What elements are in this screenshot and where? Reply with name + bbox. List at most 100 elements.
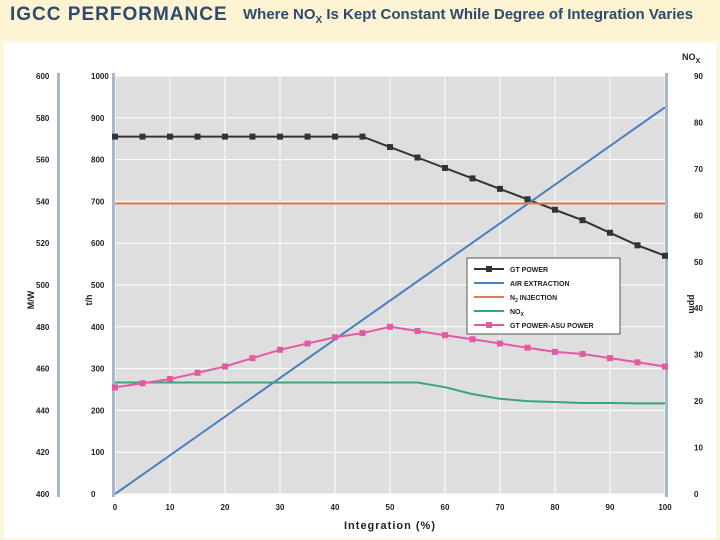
mw-tick-label: 560: [36, 156, 50, 165]
th-axis-bar: [112, 73, 115, 497]
data-point-gt-power-asu-power: [579, 350, 586, 357]
th-tick-label: 900: [91, 114, 105, 123]
mw-tick-labels: 400 420 440 460 480 500 520 540 560 580 600: [36, 72, 50, 499]
data-point-gt-power-asu-power: [222, 363, 228, 370]
ppm-tick-label: 40: [694, 304, 703, 313]
data-point-gt-power: [167, 133, 173, 140]
data-point-gt-power-asu-power: [607, 355, 613, 362]
data-point-gt-power-asu-power: [662, 363, 668, 370]
th-tick-label: 400: [91, 323, 105, 332]
data-point-gt-power: [662, 252, 668, 259]
legend-label-sub: 2: [515, 298, 518, 304]
th-tick-labels: 0 100 200 300 400 500 600 700 800 900 1000: [91, 72, 109, 499]
data-point-gt-power: [359, 133, 366, 140]
data-point-gt-power-asu-power: [552, 348, 558, 355]
th-tick-label: 800: [91, 156, 105, 165]
data-point-gt-power-asu-power: [167, 376, 173, 383]
data-point-gt-power-asu-power: [112, 384, 118, 391]
th-tick-label: 0: [91, 490, 96, 499]
ppm-tick-label: 80: [694, 118, 703, 127]
mw-tick-label: 600: [36, 72, 50, 81]
x-tick-label: 30: [276, 503, 285, 512]
data-point-gt-power-asu-power: [304, 340, 311, 347]
brand-title: IGCC PERFORMANCE: [10, 4, 228, 25]
mw-axis-bar: [57, 73, 60, 497]
th-tick-label: 700: [91, 197, 105, 206]
data-point-gt-power-asu-power: [497, 340, 503, 347]
data-point-gt-power: [332, 133, 338, 140]
ppm-tick-labels: 0 10 20 30 40 50 60 70 80 90: [694, 72, 703, 499]
data-point-gt-power: [607, 229, 613, 236]
x-tick-label: 20: [221, 503, 230, 512]
mw-tick-label: 520: [36, 239, 50, 248]
legend-items: GT POWER AIR EXTRACTION N2 INJECTION NOX GT …: [474, 266, 594, 330]
data-point-gt-power-asu-power: [387, 323, 393, 330]
series-line-air-extraction: [114, 106, 666, 495]
x-tick-label: 90: [606, 503, 615, 512]
ppm-tick-label: 60: [694, 211, 703, 220]
data-point-gt-power-asu-power: [139, 380, 146, 387]
nox-axis-header-sub: X: [696, 58, 701, 65]
th-tick-label: 100: [91, 448, 105, 457]
x-tick-label: 40: [331, 503, 340, 512]
series-line-nox: [115, 381, 665, 405]
data-point-gt-power-asu-power: [359, 330, 366, 337]
data-point-gt-power-asu-power: [277, 346, 283, 353]
x-tick-label: 70: [496, 503, 505, 512]
x-tick-label: 80: [551, 503, 560, 512]
mw-tick-label: 460: [36, 365, 50, 374]
legend-swatch-marker: [486, 322, 492, 328]
th-tick-label: 300: [91, 365, 105, 374]
subtitle-pre: Where NO: [243, 6, 316, 23]
ppm-tick-label: 50: [694, 258, 703, 267]
data-point-gt-power-asu-power: [414, 327, 421, 334]
data-point-gt-power: [112, 133, 118, 140]
x-tick-label: 100: [658, 503, 672, 512]
data-point-gt-power: [552, 206, 558, 213]
legend-label-main: N: [510, 295, 515, 302]
data-point-gt-power-asu-power: [634, 359, 641, 366]
data-point-gt-power-asu-power: [469, 336, 476, 343]
mw-tick-label: 420: [36, 448, 50, 457]
x-tick-label: 0: [113, 503, 118, 512]
legend-label-sub: X: [521, 312, 525, 318]
chart-subtitle: Where NOX Is Kept Constant While Degree …: [243, 6, 693, 26]
mw-axis-title: M/W: [26, 290, 36, 309]
legend-label: N2 INJECTION: [510, 295, 557, 304]
data-point-gt-power-asu-power: [332, 334, 338, 341]
x-tick-labels: 0 10 20 30 40 50 60 70 80 90 100: [113, 503, 672, 512]
x-tick-label: 60: [441, 503, 450, 512]
data-point-gt-power-asu-power: [442, 332, 448, 339]
legend-label-rest: INJECTION: [518, 295, 557, 302]
data-point-gt-power: [194, 133, 201, 140]
ppm-tick-label: 30: [694, 351, 703, 360]
ppm-tick-label: 90: [694, 72, 703, 81]
legend-swatch-marker: [486, 266, 492, 272]
mw-tick-label: 480: [36, 323, 50, 332]
ppm-tick-label: 0: [694, 490, 699, 499]
data-point-gt-power: [524, 196, 531, 203]
nox-axis-header-main: NO: [682, 52, 696, 62]
data-point-gt-power-asu-power: [249, 355, 256, 362]
data-point-gt-power: [497, 185, 503, 192]
legend-label: GT POWER-ASU POWER: [510, 323, 594, 330]
ppm-tick-label: 10: [694, 444, 703, 453]
header-bar: IGCC PERFORMANCE Where NOX Is Kept Const…: [0, 0, 720, 38]
chart-panel: 400 420 440 460 480 500 520 540 560 580 600 0 100 20…: [4, 42, 716, 538]
data-point-gt-power: [222, 133, 228, 140]
series-layer: [112, 106, 668, 495]
ppm-axis-bar: [665, 73, 668, 497]
data-point-gt-power-asu-power: [194, 369, 201, 376]
x-tick-label: 10: [166, 503, 175, 512]
th-tick-label: 200: [91, 406, 105, 415]
legend-label: NOX: [510, 309, 525, 318]
th-axis-title: t/h: [84, 295, 94, 306]
data-point-gt-power: [387, 144, 393, 151]
th-tick-label: 1000: [91, 72, 109, 81]
data-point-gt-power: [442, 164, 448, 171]
subtitle-sub: X: [315, 15, 323, 26]
data-point-gt-power: [249, 133, 256, 140]
legend-label: AIR EXTRACTION: [510, 281, 570, 288]
data-point-gt-power: [139, 133, 146, 140]
